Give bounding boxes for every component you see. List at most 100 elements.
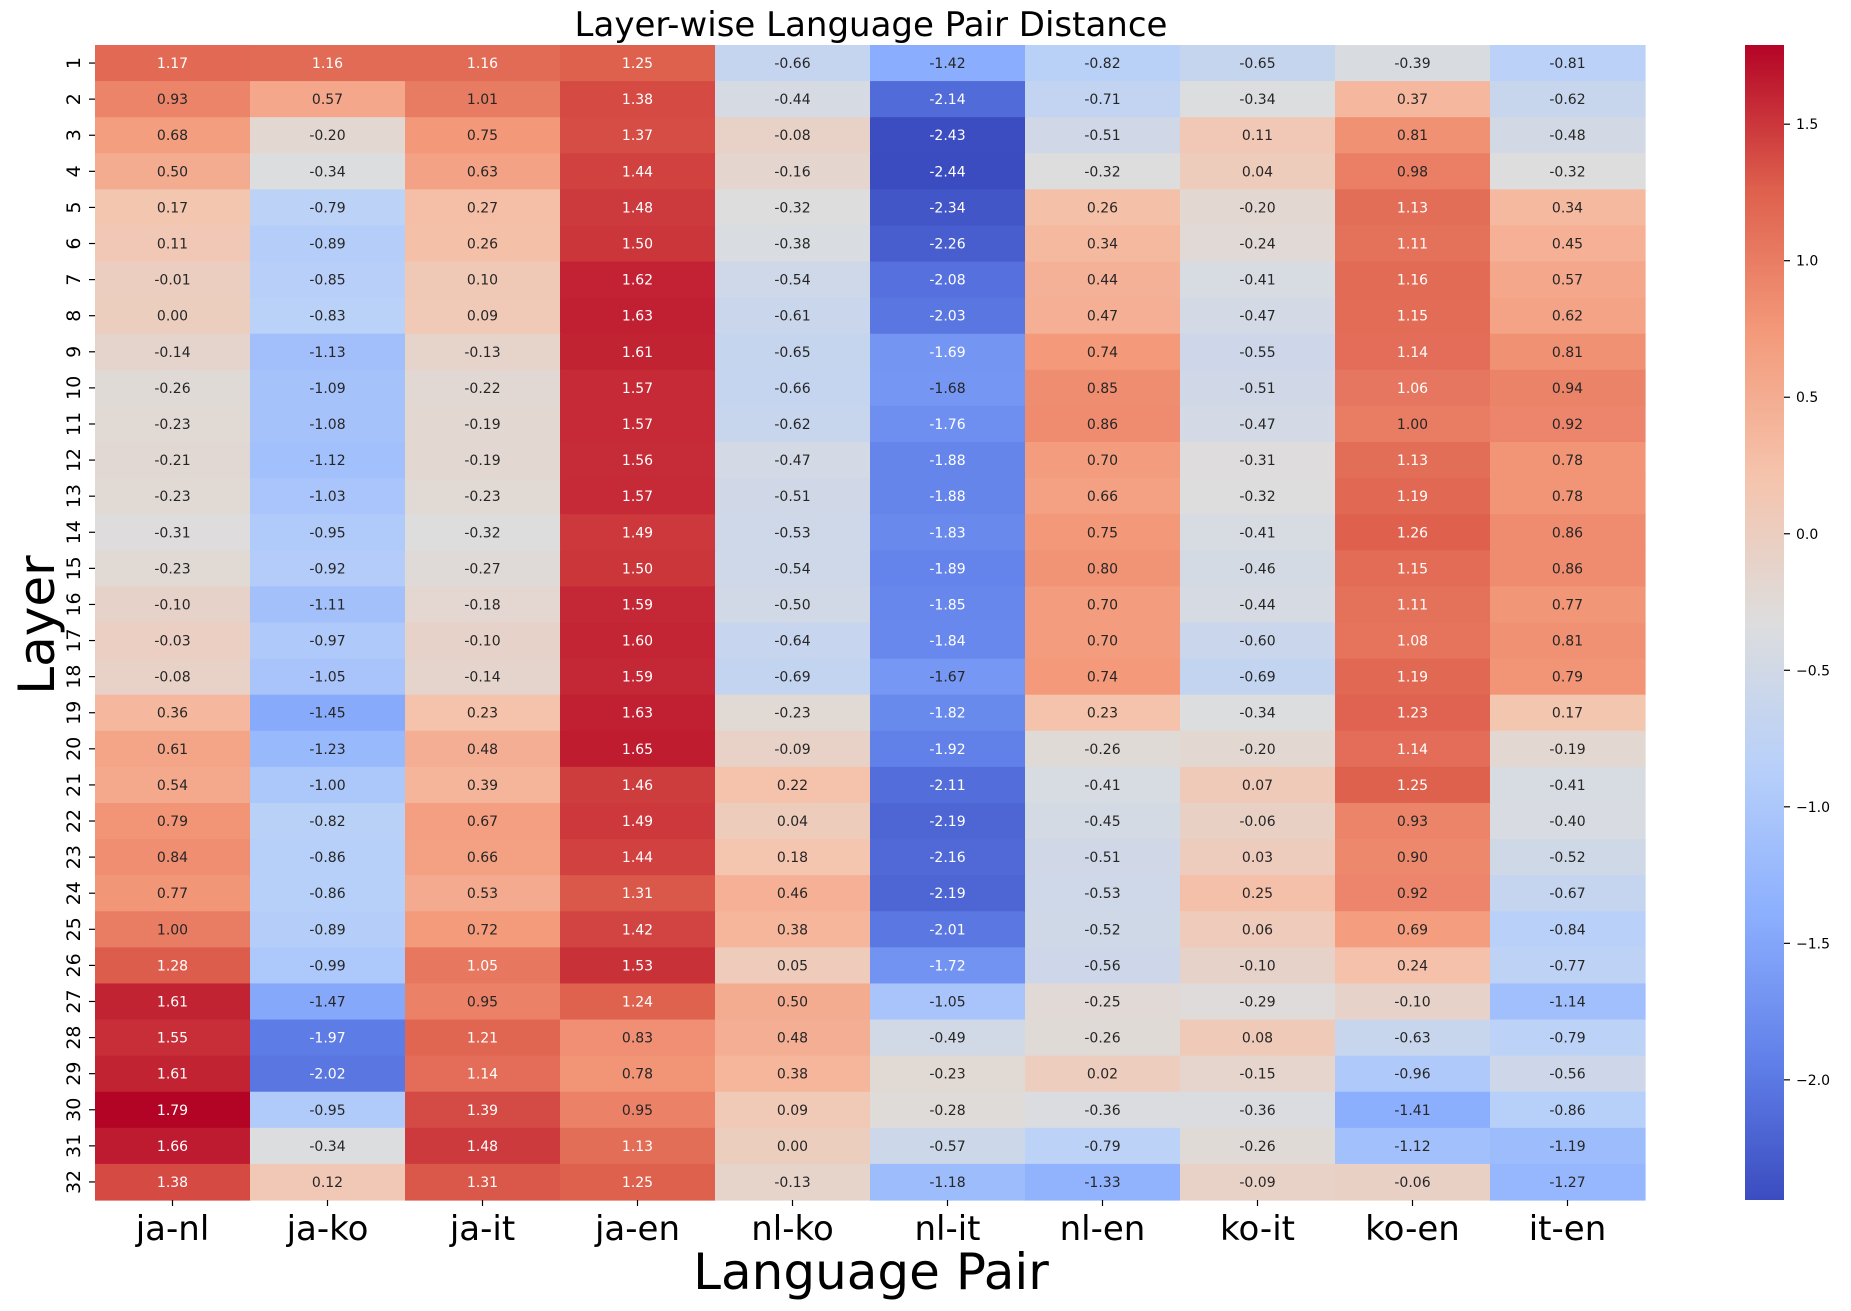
cell-value-label: -0.62 <box>1549 92 1585 108</box>
heatmap-cell <box>1490 261 1646 299</box>
heatmap-cell <box>1025 369 1181 407</box>
cell-value-label: 1.57 <box>622 417 653 433</box>
cell-value-label: 0.04 <box>777 814 808 830</box>
heatmap-cell <box>560 1055 716 1093</box>
cell-value-label: 0.95 <box>467 994 498 1010</box>
heatmap-cell <box>95 875 251 912</box>
cell-value-label: -1.45 <box>309 706 345 722</box>
cell-value-label: -0.29 <box>1239 994 1275 1010</box>
cell-value-label: -0.19 <box>464 453 500 469</box>
cell-value-label: -0.77 <box>1549 958 1585 974</box>
cell-value-label: 0.74 <box>1087 670 1118 686</box>
heatmap-cell <box>250 45 406 82</box>
heatmap-cell <box>560 1019 716 1057</box>
heatmap-cell <box>1335 81 1491 118</box>
cell-value-label: 1.19 <box>1397 489 1428 505</box>
cell-value-label: -1.41 <box>1394 1103 1430 1119</box>
heatmap-cell <box>870 766 1026 804</box>
heatmap-cell <box>95 586 251 624</box>
cell-value-label: -0.08 <box>774 128 810 144</box>
cell-value-label: -1.03 <box>309 489 345 505</box>
heatmap-cell <box>1490 297 1646 335</box>
heatmap-cell <box>95 550 251 588</box>
heatmap-cell <box>1180 369 1336 407</box>
cell-value-label: -0.50 <box>774 597 810 613</box>
heatmap-cell <box>1490 1127 1646 1165</box>
heatmap-cell <box>1335 622 1491 660</box>
cell-value-label: -0.62 <box>774 417 810 433</box>
heatmap-cell <box>1490 586 1646 624</box>
heatmap-cell <box>1025 730 1181 768</box>
heatmap-cell <box>870 261 1026 299</box>
cell-value-label: -0.79 <box>309 200 345 216</box>
heatmap-cell <box>560 766 716 804</box>
cell-value-label: 0.39 <box>467 778 498 794</box>
y-tick-label: 12 <box>63 448 85 472</box>
y-tick-label: 18 <box>63 665 85 689</box>
cell-value-label: 0.26 <box>1087 200 1118 216</box>
heatmap-cell <box>715 478 871 515</box>
heatmap-cell <box>1180 117 1336 154</box>
y-tick-label: 16 <box>63 592 85 616</box>
cell-value-label: 1.19 <box>1397 670 1428 686</box>
heatmap-cell <box>1180 1019 1336 1057</box>
cell-value-label: -1.05 <box>309 670 345 686</box>
heatmap-cell <box>1335 658 1491 696</box>
heatmap-cell <box>250 802 406 840</box>
heatmap-cell <box>1180 622 1336 660</box>
cell-value-label: -1.11 <box>309 597 345 613</box>
cell-value-label: -0.23 <box>154 561 190 577</box>
cell-value-label: 0.92 <box>1397 886 1428 902</box>
cell-value-label: 0.79 <box>157 814 188 830</box>
cell-value-label: -0.06 <box>1239 814 1275 830</box>
heatmap-cell <box>405 117 561 154</box>
heatmap-cell <box>1490 442 1646 479</box>
cell-value-label: 0.72 <box>467 922 498 938</box>
heatmap-cell <box>1180 875 1336 912</box>
cell-value-label: 1.13 <box>1397 200 1428 216</box>
heatmap-cell <box>870 117 1026 154</box>
heatmap-cell <box>1180 225 1336 263</box>
heatmap-cell <box>715 333 871 371</box>
heatmap-cell <box>560 875 716 912</box>
heatmap-cell <box>1490 983 1646 1021</box>
cell-value-label: -0.82 <box>1084 56 1120 72</box>
heatmap-cell <box>560 983 716 1021</box>
heatmap-cell <box>560 297 716 335</box>
cell-value-label: 1.16 <box>467 56 498 72</box>
cell-value-label: -0.51 <box>1239 381 1275 397</box>
y-tick-label: 1 <box>63 57 85 69</box>
heatmap-cell <box>715 81 871 118</box>
cell-value-label: -0.65 <box>1239 56 1275 72</box>
heatmap-cell <box>715 694 871 732</box>
heatmap-cell <box>715 442 871 479</box>
heatmap-cell <box>1490 1091 1646 1129</box>
heatmap-cell <box>1025 1127 1181 1165</box>
heatmap-cell <box>715 730 871 768</box>
heatmap-cell <box>95 658 251 696</box>
heatmap-cell <box>870 478 1026 515</box>
cell-value-label: -1.76 <box>929 417 965 433</box>
cell-value-label: -0.41 <box>1239 525 1275 541</box>
cell-value-label: 0.11 <box>157 237 188 253</box>
y-tick-label: 13 <box>63 484 85 508</box>
cell-value-label: 0.84 <box>157 850 188 866</box>
cell-value-label: -0.03 <box>154 634 190 650</box>
cell-value-label: -0.19 <box>1549 742 1585 758</box>
cell-value-label: 1.38 <box>157 1175 188 1191</box>
heatmap-cell <box>1180 261 1336 299</box>
heatmap-cell <box>1025 405 1181 443</box>
cell-value-label: -0.26 <box>1239 1139 1275 1155</box>
heatmap-cell <box>1025 911 1181 948</box>
cell-value-label: 0.57 <box>1552 273 1583 289</box>
heatmap-cell <box>405 153 561 190</box>
cell-value-label: -0.71 <box>1084 92 1120 108</box>
cell-value-label: -0.85 <box>309 273 345 289</box>
cell-value-label: 1.46 <box>622 778 653 794</box>
cell-value-label: 0.67 <box>467 814 498 830</box>
heatmap-cell <box>95 405 251 443</box>
heatmap-cell <box>95 297 251 335</box>
heatmap-cell <box>1025 81 1181 118</box>
heatmap-cell <box>1490 622 1646 660</box>
heatmap-cell <box>405 442 561 479</box>
